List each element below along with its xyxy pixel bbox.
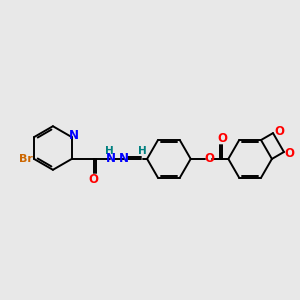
Text: N: N — [119, 152, 129, 165]
Text: Br: Br — [19, 154, 33, 164]
Text: N: N — [69, 129, 79, 142]
Text: H: H — [105, 146, 114, 156]
Text: N: N — [105, 152, 116, 165]
Text: H: H — [138, 146, 146, 156]
Text: O: O — [274, 124, 284, 138]
Text: O: O — [218, 132, 227, 145]
Text: O: O — [285, 148, 295, 160]
Text: O: O — [205, 152, 214, 165]
Text: O: O — [88, 173, 99, 186]
